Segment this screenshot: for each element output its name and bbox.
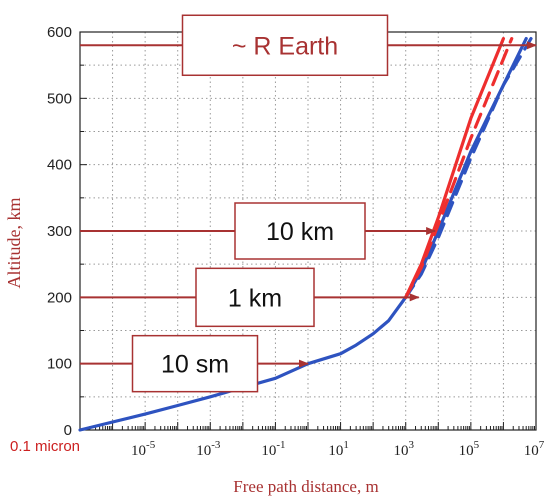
y-tick-label: 600 xyxy=(47,24,72,41)
annotation-box xyxy=(131,334,259,393)
x-tick-label: 103 xyxy=(393,439,414,459)
annotation-label: 10 km xyxy=(266,218,334,246)
annotation-box xyxy=(181,14,389,77)
x-axis-label: Free path distance, m xyxy=(233,477,378,496)
x-tick-label: 105 xyxy=(459,439,480,459)
origin-label: 0.1 micron xyxy=(10,438,80,455)
series-blue-solid xyxy=(78,36,528,432)
annotation-box xyxy=(195,267,315,328)
annotation-box xyxy=(234,202,366,260)
series-blue-dashed xyxy=(404,36,533,299)
series-red-dashed xyxy=(404,36,514,299)
x-tick-label: 107 xyxy=(524,439,544,459)
y-tick-label: 200 xyxy=(47,289,72,306)
annotation-label: ~ R Earth xyxy=(232,32,338,60)
y-tick-label: 100 xyxy=(47,356,72,373)
series-red-solid xyxy=(404,36,505,299)
x-tick-label: 10-1 xyxy=(261,439,285,459)
x-tick-label: 10-3 xyxy=(196,439,221,459)
y-axis-label: Altitude, km xyxy=(4,198,24,289)
y-tick-label: 400 xyxy=(47,157,72,174)
y-tick-label: 300 xyxy=(47,223,72,240)
y-tick-label: 500 xyxy=(47,90,72,107)
annotation-label: 10 sm xyxy=(161,351,229,379)
annotation-label: 1 km xyxy=(228,284,282,312)
y-tick-label: 0 xyxy=(64,422,72,439)
x-tick-label: 101 xyxy=(328,439,349,459)
x-tick-label: 10-5 xyxy=(131,439,156,459)
